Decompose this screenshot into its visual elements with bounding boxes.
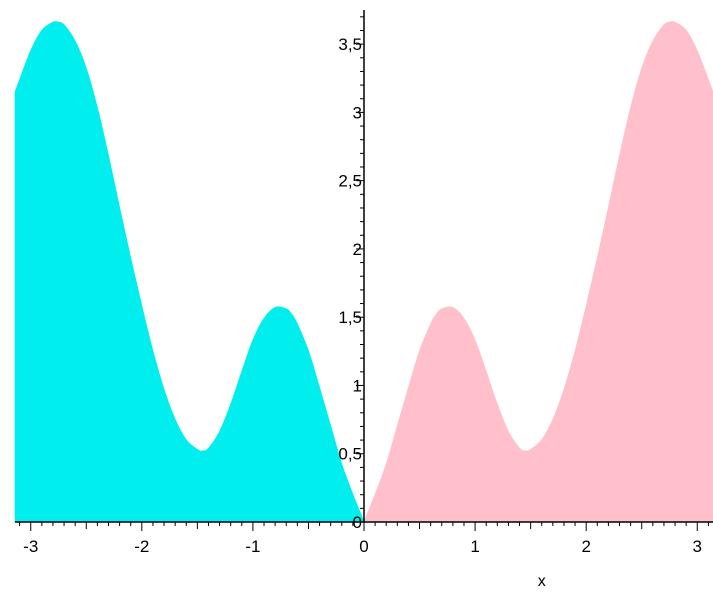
x-tick-label: -1 <box>245 537 260 556</box>
tick-labels-group: -3 -2 -1 0 1 2 3 0 0,5 1 1,5 2 2,5 3 3,5 <box>23 35 702 556</box>
y-tick-label: 2 <box>353 240 362 259</box>
y-tick-label: 1,5 <box>338 308 362 327</box>
x-tick-label: -2 <box>134 537 149 556</box>
area-series-2 <box>363 21 713 523</box>
area-series-1 <box>14 21 365 523</box>
ticks-group <box>19 16 709 531</box>
x-tick-label: 1 <box>470 537 479 556</box>
y-tick-label: 0,5 <box>338 445 362 464</box>
y-tick-label: 1 <box>353 376 362 395</box>
y-tick-label: 2,5 <box>338 172 362 191</box>
x-tick-label: 2 <box>581 537 590 556</box>
x-tick-label: -3 <box>23 537 38 556</box>
x-tick-label: 0 <box>359 537 368 556</box>
y-tick-label: 3 <box>353 103 362 122</box>
x-axis-label: x <box>538 573 546 590</box>
y-tick-label: 0 <box>353 513 362 532</box>
x-tick-label: 3 <box>693 537 702 556</box>
y-tick-label: 3,5 <box>338 35 362 54</box>
area-series-group <box>14 21 713 523</box>
